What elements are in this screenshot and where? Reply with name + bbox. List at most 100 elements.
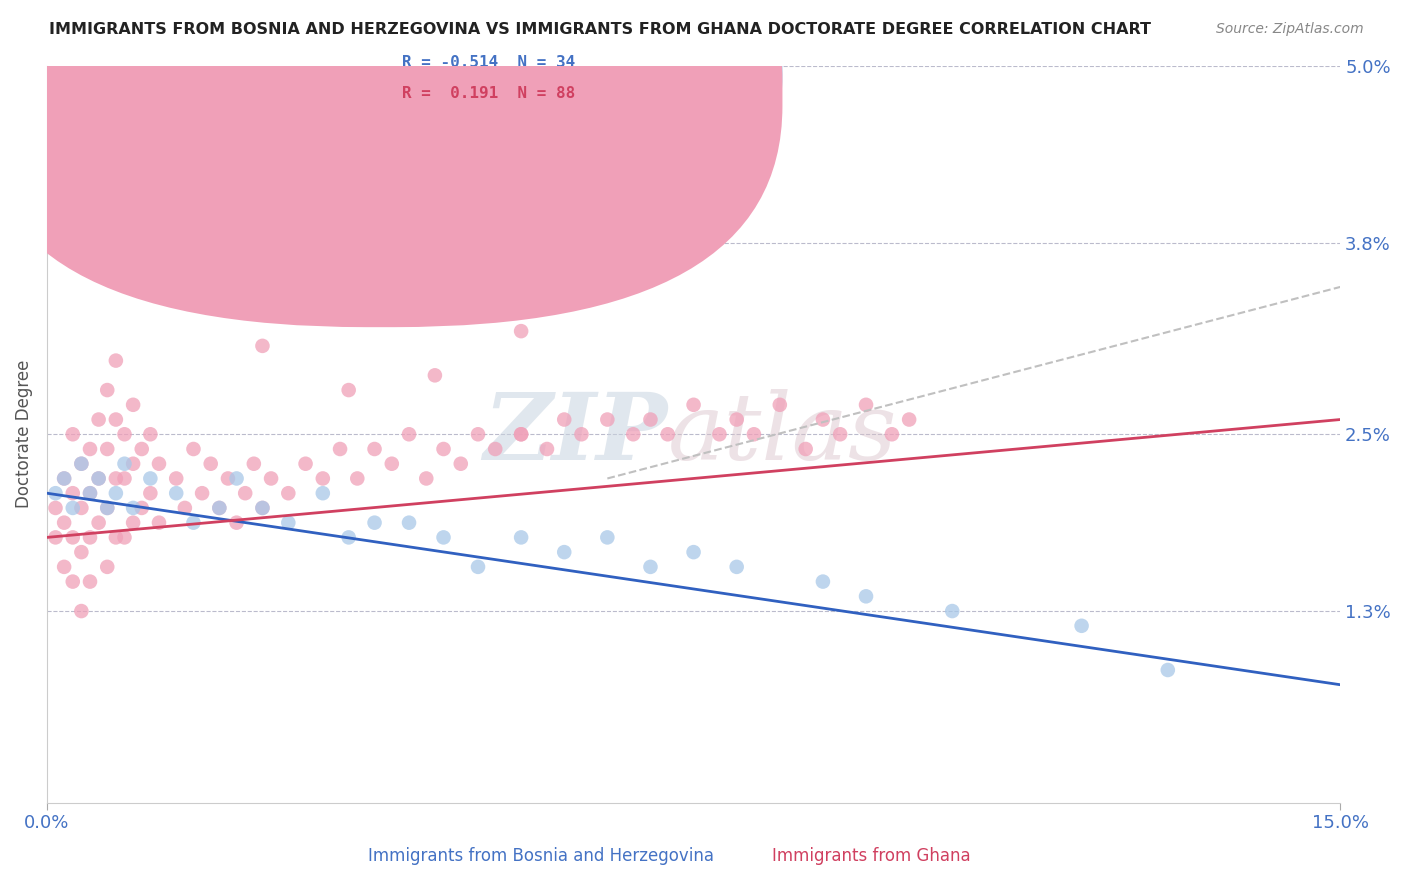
Point [148, 457, 170, 471]
Point [225, 516, 247, 530]
Point [381, 457, 404, 471]
Point [79, 530, 101, 544]
Point [252, 500, 274, 515]
Point [139, 486, 162, 500]
Point [79, 574, 101, 589]
Point [855, 398, 877, 412]
FancyBboxPatch shape [356, 42, 631, 114]
Point [183, 442, 205, 456]
Text: ZIP: ZIP [484, 389, 668, 479]
Text: Immigrants from Bosnia and Herzegovina: Immigrants from Bosnia and Herzegovina [368, 847, 714, 865]
Point [122, 516, 145, 530]
Point [596, 530, 619, 544]
FancyBboxPatch shape [0, 0, 783, 296]
Point [104, 412, 127, 426]
Point [139, 471, 162, 485]
Point [44, 530, 66, 544]
Point [122, 177, 145, 191]
Point [104, 530, 127, 544]
Point [62, 530, 84, 544]
Point [312, 486, 335, 500]
FancyBboxPatch shape [0, 0, 783, 327]
Point [62, 574, 84, 589]
Point [44, 500, 66, 515]
Point [87, 516, 110, 530]
Point [70, 545, 93, 559]
Point [104, 353, 127, 368]
Point [510, 530, 533, 544]
Point [114, 427, 136, 442]
Point [104, 471, 127, 485]
Point [79, 442, 101, 456]
Point [621, 427, 644, 442]
Point [337, 530, 360, 544]
Point [225, 471, 247, 485]
Point [682, 398, 704, 412]
Point [114, 471, 136, 485]
Point [415, 471, 437, 485]
Point [191, 486, 214, 500]
Point [1070, 619, 1092, 633]
Point [277, 265, 299, 279]
Point [87, 471, 110, 485]
Point [363, 516, 385, 530]
Text: Source: ZipAtlas.com: Source: ZipAtlas.com [1216, 22, 1364, 37]
Point [96, 500, 118, 515]
Point [191, 235, 214, 250]
Point [640, 412, 662, 426]
Point [104, 486, 127, 500]
Text: R =  0.191  N = 88: R = 0.191 N = 88 [402, 86, 575, 101]
Point [96, 442, 118, 456]
Point [553, 412, 575, 426]
Point [450, 457, 472, 471]
Point [243, 457, 266, 471]
Point [794, 442, 817, 456]
Point [70, 457, 93, 471]
Point [96, 559, 118, 574]
Point [510, 324, 533, 338]
Point [114, 530, 136, 544]
Point [53, 471, 76, 485]
Point [769, 398, 792, 412]
Point [725, 412, 748, 426]
Point [79, 486, 101, 500]
Point [79, 162, 101, 177]
Point [87, 471, 110, 485]
Point [70, 604, 93, 618]
Point [53, 516, 76, 530]
Point [855, 590, 877, 604]
Text: IMMIGRANTS FROM BOSNIA AND HERZEGOVINA VS IMMIGRANTS FROM GHANA DOCTORATE DEGREE: IMMIGRANTS FROM BOSNIA AND HERZEGOVINA V… [49, 22, 1152, 37]
Text: R = -0.514  N = 34: R = -0.514 N = 34 [402, 55, 575, 70]
Point [467, 559, 489, 574]
Point [122, 398, 145, 412]
Point [742, 427, 765, 442]
Point [277, 516, 299, 530]
Point [79, 486, 101, 500]
Point [898, 412, 921, 426]
Point [657, 427, 679, 442]
Point [510, 427, 533, 442]
Point [811, 412, 834, 426]
Point [484, 442, 506, 456]
Point [173, 500, 195, 515]
Point [44, 486, 66, 500]
Point [880, 427, 903, 442]
Point [398, 427, 420, 442]
Point [53, 559, 76, 574]
Point [165, 471, 187, 485]
Point [725, 559, 748, 574]
Point [252, 500, 274, 515]
Point [363, 442, 385, 456]
Point [183, 516, 205, 530]
Point [217, 471, 239, 485]
Point [122, 500, 145, 515]
Point [830, 427, 852, 442]
Point [165, 486, 187, 500]
Point [200, 457, 222, 471]
Point [337, 383, 360, 397]
Point [596, 412, 619, 426]
Point [941, 604, 963, 618]
Point [70, 500, 93, 515]
Point [148, 516, 170, 530]
Point [70, 457, 93, 471]
